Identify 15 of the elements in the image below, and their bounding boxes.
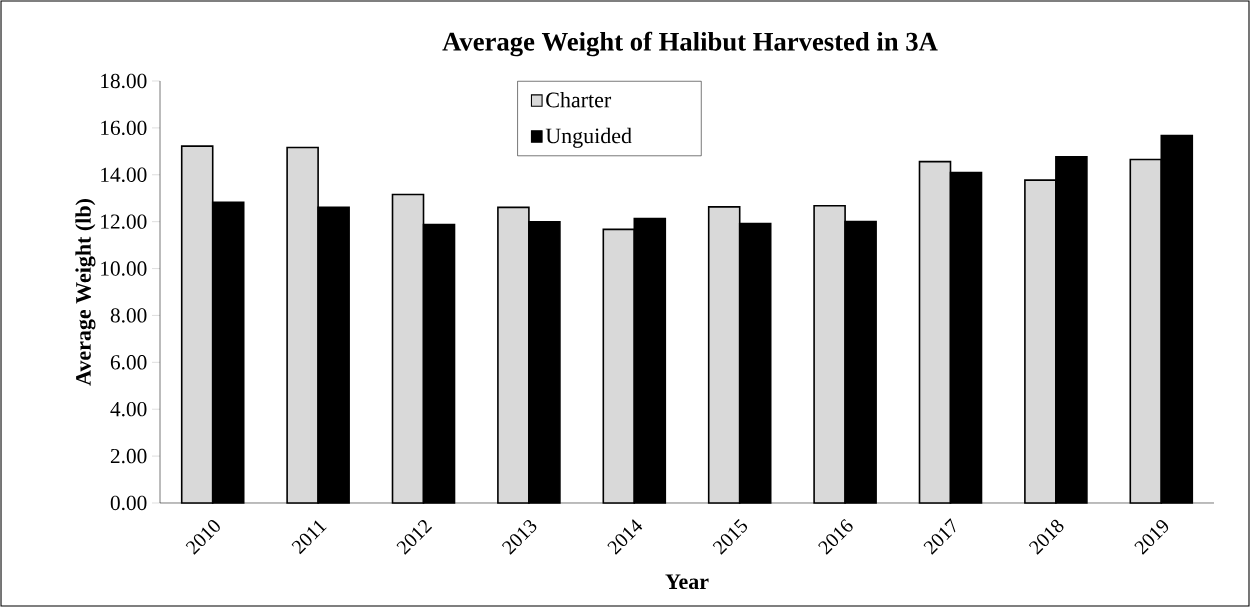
- y-tick-label: 6.00: [110, 355, 147, 370]
- y-axis-title: Average Weight (lb): [75, 199, 96, 386]
- x-axis-title: Year: [665, 574, 709, 590]
- y-tick-label: 8.00: [110, 308, 147, 323]
- legend-label: Unguided: [545, 127, 632, 148]
- y-tick-label: 0.00: [110, 495, 147, 511]
- y-tick-label: 4.00: [110, 401, 147, 417]
- y-tick-label: 18.00: [101, 73, 147, 89]
- y-tick-label: 12.00: [101, 214, 147, 229]
- y-tick-label: 10.00: [101, 261, 147, 276]
- y-tick-label: 2.00: [110, 448, 147, 464]
- legend-label: Charter: [546, 91, 612, 108]
- y-tick-label: 14.00: [101, 167, 147, 183]
- chart-title: Average Weight of Halibut Harvested in 3A: [442, 31, 938, 57]
- y-tick-label: 16.00: [101, 120, 147, 136]
